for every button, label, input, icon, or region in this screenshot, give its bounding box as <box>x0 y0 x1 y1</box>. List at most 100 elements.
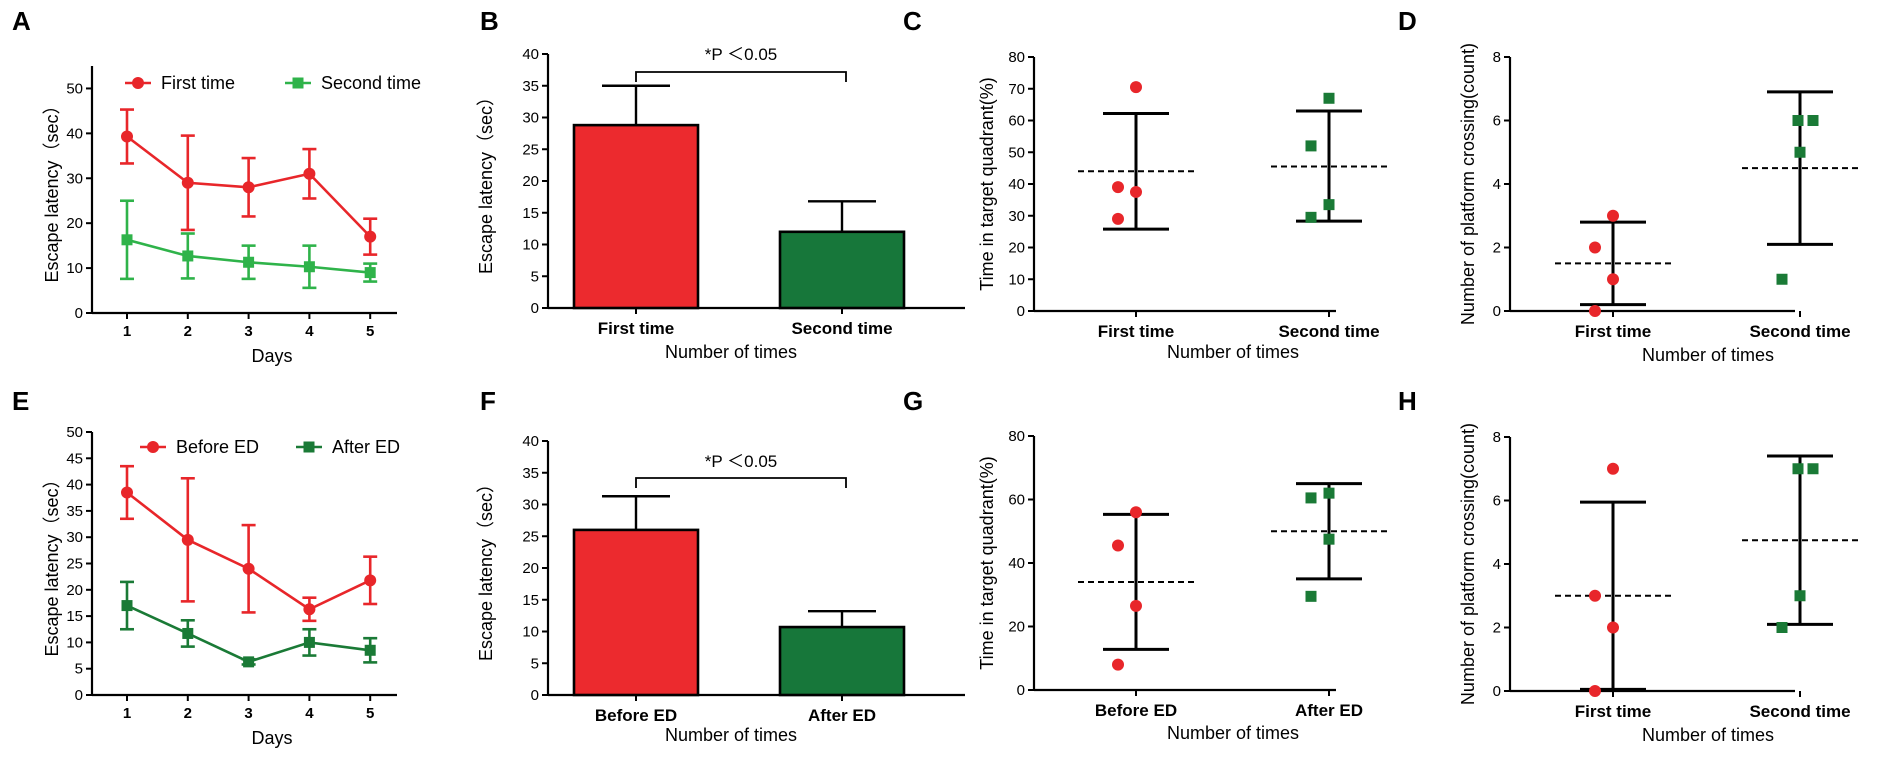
y-tick-label: 20 <box>522 560 539 577</box>
y-axis-label: Escape latency（sec） <box>476 88 496 274</box>
data-point <box>364 644 376 656</box>
data-point <box>181 533 194 546</box>
x-tick-label: Before ED <box>595 706 677 725</box>
y-tick-label: 15 <box>522 592 539 609</box>
data-point <box>1112 658 1124 671</box>
group-0 <box>1555 209 1671 317</box>
bar <box>778 625 906 697</box>
data-point <box>1589 305 1601 317</box>
series-1: Second time <box>120 73 421 290</box>
x-tick-label: Second time <box>1749 702 1850 721</box>
panel-letter: B <box>480 6 499 36</box>
legend-label: Before ED <box>176 437 259 457</box>
series-0: Before ED <box>120 437 378 623</box>
y-tick-label: 0 <box>531 687 539 704</box>
x-tick-label: 4 <box>305 705 314 722</box>
data-point <box>1792 463 1804 475</box>
y-tick-label: 30 <box>522 497 539 514</box>
y-tick-label: 5 <box>531 655 539 672</box>
x-axis-label: Number of times <box>665 342 797 362</box>
x-axis-label: Number of times <box>1642 345 1774 365</box>
group-1 <box>1271 482 1387 602</box>
y-axis-label: Escape latency（sec） <box>42 96 62 282</box>
data-point <box>303 636 315 648</box>
y-tick-label: 50 <box>1008 144 1025 161</box>
legend-label: Second time <box>321 73 421 93</box>
group-0 <box>1555 462 1671 697</box>
group-1 <box>1742 90 1858 285</box>
y-tick-label: 6 <box>1493 493 1501 510</box>
x-tick-label: 1 <box>123 705 131 722</box>
x-axis-label: Number of times <box>665 725 797 745</box>
scatter-chart-panel: 0 2 4 6 8 First time Second time Number of time… <box>1398 386 1858 745</box>
scatter-chart-panel: 0 10 20 30 40 50 60 70 80 First time Second timeNu… <box>903 6 1387 362</box>
y-tick-label: 30 <box>1008 208 1025 225</box>
y-axis-label: Time in target quadrant(%) <box>977 456 997 669</box>
y-tick-label: 70 <box>1008 81 1025 98</box>
data-point <box>242 562 255 575</box>
y-tick-label: 0 <box>75 305 83 322</box>
y-tick-label: 30 <box>522 110 539 127</box>
y-tick-label: 5 <box>75 661 83 678</box>
data-point <box>121 130 133 143</box>
y-tick-label: 10 <box>66 260 83 277</box>
series-0: First time <box>120 73 378 256</box>
data-point <box>1305 590 1317 602</box>
group-0 <box>1078 81 1194 231</box>
y-tick-label: 80 <box>1008 49 1025 66</box>
bar-chart-panel: 0 5 10 15 20 25 30 35 40 First time Second time Num… <box>476 6 965 362</box>
scatter-chart-panel: 0 20 40 60 80 Before ED After ED Number of time… <box>903 386 1387 743</box>
data-point <box>243 656 255 668</box>
panel-letter: D <box>1398 6 1417 36</box>
data-point <box>1130 81 1142 94</box>
y-tick-label: 15 <box>522 205 539 222</box>
y-tick-label: 15 <box>66 608 83 625</box>
y-tick-label: 10 <box>66 634 83 651</box>
x-axis-label: Days <box>251 728 292 748</box>
y-tick-label: 35 <box>522 465 539 482</box>
data-point <box>1323 533 1335 545</box>
data-point <box>242 181 255 194</box>
x-tick-label: First time <box>1575 702 1652 721</box>
significance-label: *P ＜0.05 <box>705 452 777 471</box>
data-point <box>1323 199 1335 211</box>
y-tick-label: 10 <box>522 624 539 641</box>
y-tick-label: 20 <box>66 215 83 232</box>
x-tick-label: Before ED <box>1095 701 1177 720</box>
data-point <box>1607 209 1619 222</box>
data-point <box>1323 487 1335 499</box>
data-point <box>1607 462 1619 475</box>
legend-marker <box>132 77 144 89</box>
panel-letter: E <box>12 386 29 416</box>
x-tick-label: Second time <box>1749 322 1850 341</box>
y-axis-label: Number of platform crossing(count) <box>1458 43 1478 325</box>
y-tick-label: 80 <box>1008 428 1025 445</box>
data-point <box>1794 590 1806 602</box>
data-point <box>1112 212 1124 225</box>
y-axis-label: Number of platform crossing(count) <box>1458 423 1478 705</box>
group-0 <box>1078 506 1194 671</box>
x-tick-label: Second time <box>791 319 892 338</box>
y-tick-label: 5 <box>531 268 539 285</box>
y-tick-label: 40 <box>66 477 83 494</box>
y-tick-label: 4 <box>1493 176 1501 193</box>
y-tick-label: 10 <box>522 237 539 254</box>
x-axis-label: Number of times <box>1167 723 1299 743</box>
x-tick-label: 5 <box>366 705 374 722</box>
y-tick-label: 20 <box>522 173 539 190</box>
y-tick-label: 25 <box>522 528 539 545</box>
y-tick-label: 40 <box>1008 176 1025 193</box>
y-tick-label: 20 <box>1008 240 1025 257</box>
x-tick-label: 2 <box>184 323 192 340</box>
data-point <box>1589 241 1601 254</box>
x-tick-label: 3 <box>244 323 252 340</box>
data-point <box>1305 211 1317 223</box>
series-line <box>126 604 371 664</box>
data-point <box>182 250 194 262</box>
data-point <box>1323 92 1335 104</box>
y-tick-label: 40 <box>522 46 539 63</box>
data-point <box>1607 621 1619 634</box>
y-axis-label: Escape latency（sec） <box>476 475 496 661</box>
